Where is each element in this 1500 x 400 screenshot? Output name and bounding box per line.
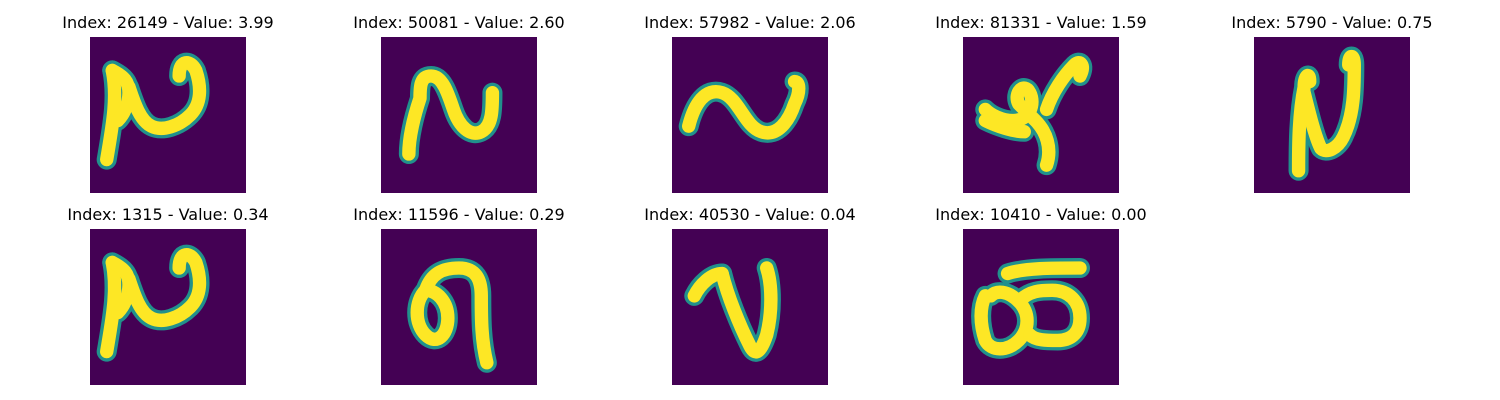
panel-title: Index: 1315 - Value: 0.34 [33, 205, 303, 225]
digit-image [672, 229, 828, 385]
panel-title: Index: 11596 - Value: 0.29 [324, 205, 594, 225]
digit-image [1254, 37, 1410, 193]
digit-image [381, 37, 537, 193]
digit-image [90, 37, 246, 193]
digit-image [963, 37, 1119, 193]
digit-image [381, 229, 537, 385]
image-panel: Index: 26149 - Value: 3.99 [73, 13, 263, 198]
image-panel: Index: 10410 - Value: 0.00 [946, 205, 1136, 390]
image-panel: Index: 11596 - Value: 0.29 [364, 205, 554, 390]
digit-image [963, 229, 1119, 385]
digit-image [90, 229, 246, 385]
image-panel: Index: 1315 - Value: 0.34 [73, 205, 263, 390]
digit-image [672, 37, 828, 193]
stroke-core [107, 262, 115, 351]
stroke-core [107, 70, 115, 159]
image-panel: Index: 57982 - Value: 2.06 [655, 13, 845, 198]
panel-title: Index: 50081 - Value: 2.60 [324, 13, 594, 33]
image-panel: Index: 40530 - Value: 0.04 [655, 205, 845, 390]
image-panel: Index: 50081 - Value: 2.60 [364, 13, 554, 198]
panel-title: Index: 26149 - Value: 3.99 [33, 13, 303, 33]
panel-title: Index: 57982 - Value: 2.06 [615, 13, 885, 33]
image-background [1254, 37, 1410, 193]
image-background [381, 229, 537, 385]
panel-title: Index: 10410 - Value: 0.00 [906, 205, 1176, 225]
panel-title: Index: 40530 - Value: 0.04 [615, 205, 885, 225]
panel-title: Index: 81331 - Value: 1.59 [906, 13, 1176, 33]
image-background [672, 229, 828, 385]
stroke-core [1008, 268, 1080, 274]
image-panel: Index: 5790 - Value: 0.75 [1237, 13, 1427, 198]
image-panel: Index: 81331 - Value: 1.59 [946, 13, 1136, 198]
panel-title: Index: 5790 - Value: 0.75 [1197, 13, 1467, 33]
